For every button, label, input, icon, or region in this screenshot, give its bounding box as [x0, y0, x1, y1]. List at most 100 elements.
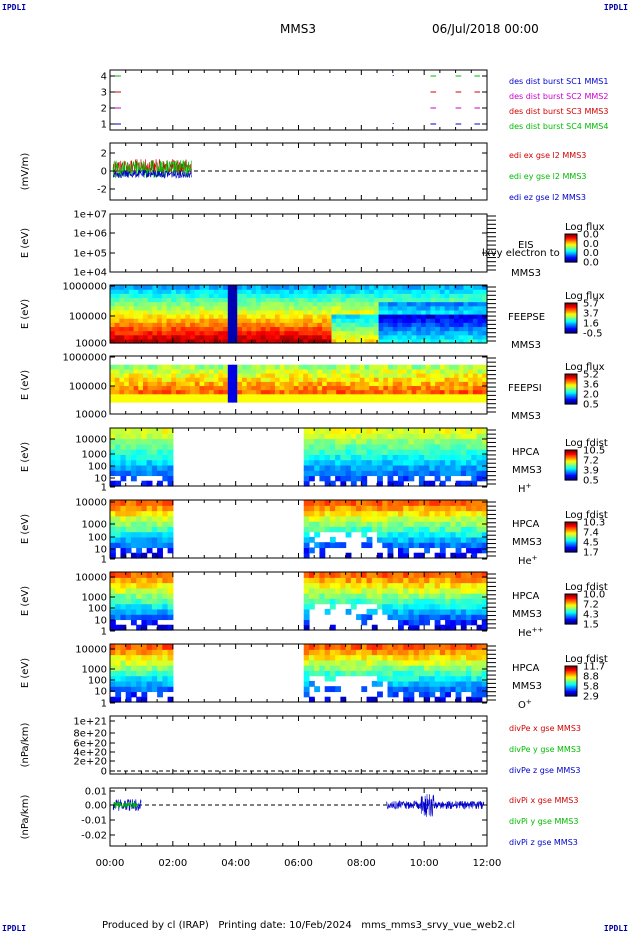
spectrogram-cell [439, 542, 446, 549]
spectrogram-cell [141, 691, 148, 698]
spectrogram-cell [408, 619, 415, 626]
spectrogram-cell [312, 322, 318, 328]
spectrogram-cell [213, 289, 219, 294]
spectrogram-cell [213, 377, 219, 382]
spectrogram-cell [482, 293, 488, 299]
spectrogram-cell [194, 397, 201, 403]
spectrogram-cell [439, 665, 446, 671]
spectrogram-cell [256, 314, 262, 319]
spectrogram-cell [194, 293, 201, 299]
spectrogram-cell [142, 293, 149, 299]
spectrogram-cell [418, 572, 425, 578]
spectrogram-cell [114, 318, 121, 323]
spectrogram-cell [430, 318, 436, 323]
spectrogram-cell [416, 368, 422, 374]
spectrogram-cell [418, 659, 425, 666]
spectrogram-cell [246, 330, 252, 336]
spectrogram-cell [378, 389, 384, 395]
spectrogram-cell [369, 326, 375, 332]
spectrogram-cell [171, 309, 177, 315]
spectrogram-cell [378, 293, 384, 299]
spectrogram-cell [406, 364, 413, 370]
spectrogram-cell [482, 397, 488, 403]
spectrogram-cell [345, 305, 351, 311]
spectrogram-cell [403, 614, 410, 621]
spectrogram-cell [124, 338, 130, 344]
spectrogram-cell [298, 377, 304, 382]
spectrogram-cell [166, 322, 172, 328]
spectrogram-cell [162, 454, 169, 461]
spectrogram-cell [227, 385, 234, 391]
spectrogram-cell [350, 318, 356, 323]
spectrogram-cell [408, 686, 415, 693]
spectrogram-cell [175, 393, 182, 399]
spectrogram-cell [388, 368, 394, 374]
spectrogram-cell [293, 368, 300, 374]
spectrogram-cell [482, 285, 488, 290]
spectrogram-cell [227, 330, 234, 336]
spectrogram-cell [361, 475, 368, 482]
spectrogram-cell [115, 680, 122, 687]
spectrogram-cell [340, 587, 347, 594]
spectrogram-cell [166, 293, 172, 299]
spectrogram-cell [331, 338, 337, 344]
spectrogram-cell [382, 598, 389, 605]
spectrogram-cell [190, 373, 196, 378]
spectrogram-cell [319, 670, 326, 677]
spectrogram-cell [175, 373, 182, 378]
spectrogram-cell [308, 433, 315, 440]
spectrogram-cell [171, 314, 177, 319]
spectrogram-cell [445, 659, 451, 666]
spectrogram-cell [439, 505, 446, 512]
spectrogram-cell [199, 368, 205, 374]
spectrogram-cell [466, 542, 472, 549]
spectrogram-cell [425, 297, 432, 303]
spectrogram-cell [444, 297, 450, 303]
spectrogram-cell [293, 326, 300, 332]
spectrogram-cell [322, 293, 328, 299]
spectrogram-cell [449, 389, 455, 395]
spectrogram-cell [411, 373, 417, 378]
spectrogram-cell [455, 547, 462, 554]
spectrogram-cell [481, 619, 488, 626]
burst-interval [392, 123, 394, 124]
spectrogram-cell [171, 364, 177, 370]
spectrogram-cell [274, 393, 281, 399]
spectrogram-cell [289, 377, 295, 382]
spectrogram-cell [270, 364, 276, 370]
spectrogram-cell [246, 393, 252, 399]
spectrogram-cell [141, 480, 148, 487]
spectrogram-cell [388, 309, 394, 315]
spectrogram-cell [345, 459, 352, 466]
spectrogram-cell [270, 368, 276, 374]
spectrogram-cell [167, 433, 174, 440]
y-axis-label-edi: (mV/m) [20, 153, 31, 191]
spectrogram-cell [141, 696, 148, 703]
spectrogram-cell [356, 665, 362, 671]
spectrogram-cell [476, 438, 483, 445]
spectrogram-cell [319, 515, 326, 522]
spectrogram-cell [430, 389, 436, 395]
spectrogram-cell [147, 301, 154, 307]
spectrogram-cell [213, 318, 219, 323]
spectrogram-cell [335, 521, 341, 527]
spectrogram-cell [355, 318, 361, 323]
spectrogram-cell [382, 572, 389, 578]
spectrogram-cell [204, 389, 210, 395]
spectrogram-cell [141, 608, 148, 615]
spectrogram-cell [403, 428, 410, 434]
spectrogram-cell [303, 531, 310, 538]
spectrogram-cell [120, 587, 127, 594]
spectrogram-cell [439, 531, 446, 538]
spectrogram-cell [468, 373, 474, 378]
spectrogram-cell [449, 330, 455, 336]
spectrogram-cell [430, 373, 436, 378]
spectrogram-cell [114, 285, 121, 290]
spectrogram-cell [119, 305, 125, 311]
spectrogram-cell [463, 285, 469, 290]
spectrogram-cell [466, 614, 472, 621]
spectrogram-cell [331, 326, 337, 332]
spectrogram-cell [151, 510, 158, 517]
spectrogram-cell [356, 428, 362, 434]
spectrogram-cell [383, 289, 389, 294]
